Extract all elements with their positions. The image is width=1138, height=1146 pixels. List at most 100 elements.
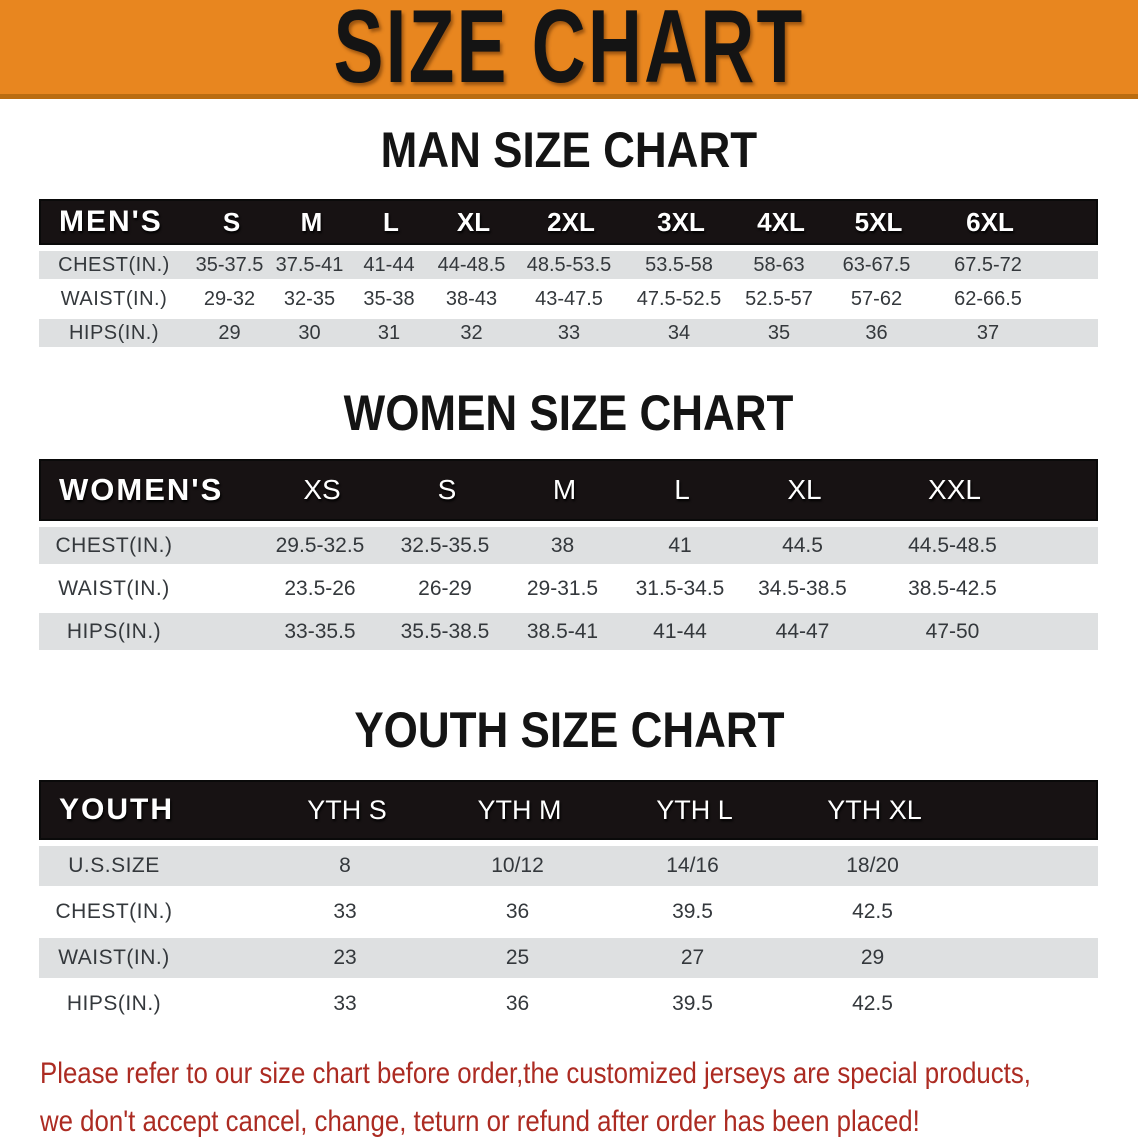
size-value: 37.5-41 [275,253,344,276]
section-heading-text: WOMEN SIZE CHART [344,385,794,441]
table-header-row: WOMEN'S XS S M L XL XXL [39,459,1098,521]
group-label: MEN'S [59,205,163,238]
size-value: 44-48.5 [437,253,506,276]
size-value: 63-67.5 [842,253,911,276]
size-value: 58-63 [753,253,805,276]
size-value: 29-32 [203,287,256,310]
disclaimer-line-1: Please refer to our size chart before or… [40,1057,1031,1090]
column-header-4xl: 4XL [757,206,805,237]
size-value: 38 [550,533,575,557]
size-value: 33 [557,321,581,344]
size-value: 39.5 [672,900,713,923]
size-value: 23.5-26 [284,576,356,600]
size-value: 32-35 [283,287,336,310]
size-value: 36 [865,321,888,344]
column-header-yth-m: YTH M [477,794,562,825]
size-value: 33-35.5 [284,619,356,643]
column-header-xxl: XXL [928,474,981,505]
column-header-l: L [383,206,399,237]
row-label: CHEST(IN.) [55,533,173,557]
size-table-youth: YOUTH YTH S YTH M YTH L YTH XL U.S.SIZE 8 10/12… [39,780,1098,1024]
size-value: 38.5-41 [526,619,599,643]
size-value: 62-66.5 [954,287,1022,310]
size-value: 34 [667,321,691,344]
size-value: 29 [218,321,241,344]
table-row-chest-in.-: CHEST(IN.) 33 36 39.5 42.5 [39,892,1098,932]
size-value: 42.5 [852,992,893,1015]
row-label: WAIST(IN.) [58,946,170,969]
size-value: 35 [767,321,791,344]
section-women: WOMEN SIZE CHART WOMEN'S XS S M L XL XXL CHEST(I… [0,388,1138,650]
row-label: WAIST(IN.) [60,287,168,310]
group-label: YOUTH [59,793,174,826]
column-header-m: M [300,206,323,237]
row-label: WAIST(IN.) [58,576,170,600]
size-value: 33 [333,900,357,923]
disclaimer: Please refer to our size chart before or… [40,1050,1138,1146]
section-heading-text: YOUTH SIZE CHART [353,702,785,758]
size-value: 57-62 [850,287,903,310]
column-header-xl: XL [456,206,491,237]
column-header-yth-xl: YTH XL [827,794,922,825]
section-heading-youth: YOUTH SIZE CHART [0,705,1138,755]
column-header-6xl: 6XL [966,206,1014,237]
column-header-l: L [674,474,690,505]
column-header-3xl: 3XL [657,206,705,237]
disclaimer-line-2: we don't accept cancel, change, teturn o… [40,1105,920,1138]
table-row-hips-in.-: HIPS(IN.) 29 30 31 32 33 34 35 36 37 [39,319,1098,347]
size-value: 32 [460,321,483,344]
size-value: 10/12 [491,854,544,877]
size-value: 14/16 [666,854,719,877]
row-label: CHEST(IN.) [55,900,173,923]
size-chart-sections: MAN SIZE CHART MEN'S S M L XL 2XL 3XL 4XL 5XL 6XL C… [0,125,1138,1024]
column-header-yth-s: YTH S [307,794,387,825]
section-heading-men: MAN SIZE CHART [0,125,1138,175]
size-value: 52.5-57 [745,287,813,310]
column-header-m: M [552,474,577,505]
row-label: HIPS(IN.) [66,619,162,643]
size-value: 36 [505,900,530,923]
size-value: 29.5-32.5 [275,533,365,557]
column-header-xl: XL [787,474,822,505]
section-men: MAN SIZE CHART MEN'S S M L XL 2XL 3XL 4XL 5XL 6XL C… [0,125,1138,347]
size-value: 26-29 [418,576,472,600]
size-value: 42.5 [852,900,893,923]
table-row-chest-in.-: CHEST(IN.) 29.5-32.5 32.5-35.5 38 41 44.5 44.5… [39,527,1098,564]
size-value: 23 [333,946,357,969]
size-table-men: MEN'S S M L XL 2XL 3XL 4XL 5XL 6XL CHEST(IN.) 35-37… [39,199,1098,347]
table-header-row: MEN'S S M L XL 2XL 3XL 4XL 5XL 6XL [39,199,1098,245]
size-value: 47-50 [925,619,980,643]
size-value: 18/20 [846,854,899,877]
column-header-yth-l: YTH L [656,794,733,825]
size-value: 32.5-35.5 [400,533,490,557]
row-label: HIPS(IN.) [68,321,160,344]
size-value: 41-44 [363,253,415,276]
size-value: 29 [860,946,885,969]
size-value: 47.5-52.5 [636,287,722,310]
banner: SIZE CHART [0,0,1138,105]
table-row-hips-in.-: HIPS(IN.) 33-35.5 35.5-38.5 38.5-41 41-44 44-… [39,613,1098,650]
size-value: 35-38 [363,287,415,310]
size-value: 44.5 [782,533,823,557]
group-label: WOMEN'S [59,472,224,507]
table-row-waist-in.-: WAIST(IN.) 23.5-26 26-29 29-31.5 31.5-34.5 34… [39,570,1098,607]
size-value: 31.5-34.5 [635,576,725,600]
size-value: 44-47 [775,619,830,643]
size-value: 38.5-42.5 [908,576,997,600]
size-value: 8 [339,854,351,877]
table-row-waist-in.-: WAIST(IN.) 23 25 27 29 [39,938,1098,978]
size-value: 37 [976,321,1000,344]
column-header-5xl: 5XL [854,206,903,237]
size-value: 33 [333,992,357,1015]
table-row-waist-in.-: WAIST(IN.) 29-32 32-35 35-38 38-43 43-47.5 47.… [39,285,1098,313]
size-value: 34.5-38.5 [758,576,847,600]
size-value: 35-37.5 [195,253,264,276]
size-value: 31 [377,321,401,344]
table-row-u.s.size: U.S.SIZE 8 10/12 14/16 18/20 [39,846,1098,886]
size-value: 44.5-48.5 [908,533,997,557]
size-value: 30 [298,321,321,344]
size-value: 67.5-72 [954,253,1022,276]
section-heading-text: MAN SIZE CHART [380,122,758,178]
size-value: 29-31.5 [526,576,599,600]
